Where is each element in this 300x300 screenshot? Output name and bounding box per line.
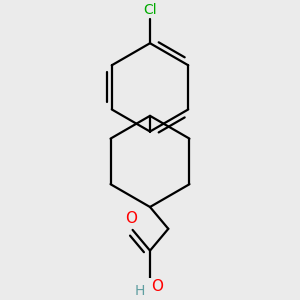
Text: Cl: Cl xyxy=(143,3,157,17)
Text: O: O xyxy=(152,278,164,293)
Text: O: O xyxy=(125,212,137,226)
Text: H: H xyxy=(135,284,145,298)
